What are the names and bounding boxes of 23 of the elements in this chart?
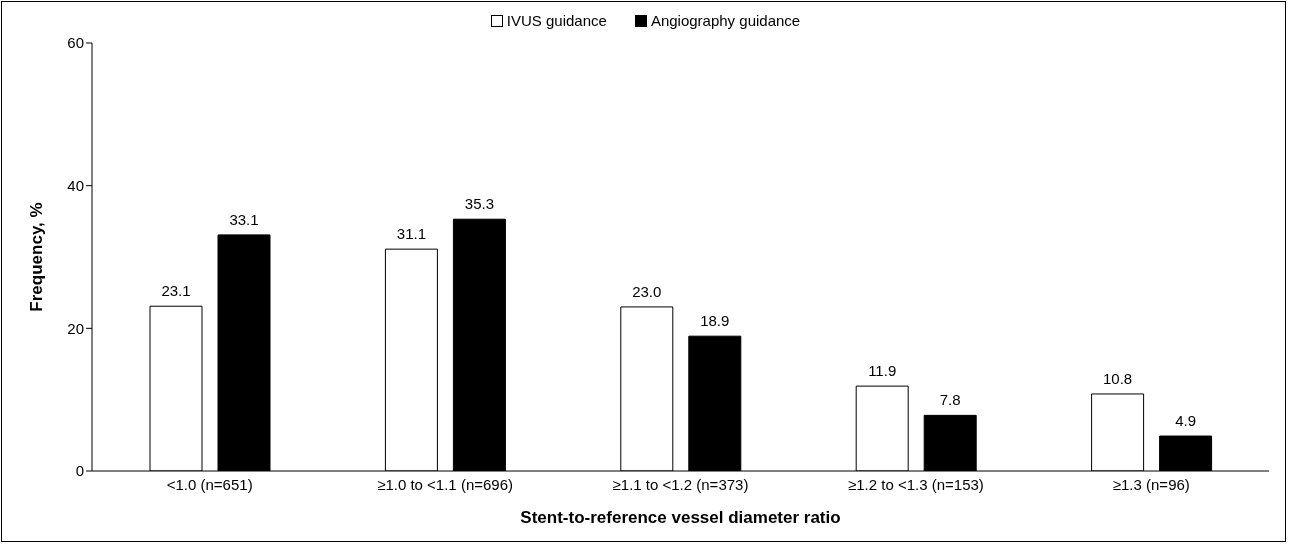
x-axis-title: Stent-to-reference vessel diameter ratio: [520, 508, 841, 527]
y-tick-label: 0: [75, 462, 84, 480]
legend-label: Angiography guidance: [650, 12, 801, 29]
legend-label: IVUS guidance: [506, 12, 607, 29]
data-label: 23.0: [632, 282, 662, 300]
data-label: 23.1: [161, 282, 191, 300]
x-tick-label: ≥1.0 to <1.1 (n=696): [377, 475, 514, 493]
y-tick-label: 20: [67, 319, 84, 337]
data-label: 18.9: [700, 312, 730, 330]
y-tick-label: 60: [67, 34, 84, 52]
x-tick-label: <1.0 (n=651): [166, 475, 253, 493]
x-tick-label: ≥1.1 to <1.2 (n=373): [612, 475, 749, 493]
y-axis-title: Frequency, %: [27, 202, 47, 312]
data-label: 10.8: [1103, 369, 1133, 387]
x-tick-label: ≥1.3 (n=96): [1112, 475, 1190, 493]
data-label: 7.8: [939, 391, 961, 409]
data-label: 35.3: [464, 195, 494, 213]
data-label: 31.1: [396, 225, 426, 243]
y-tick-label: 40: [67, 176, 84, 194]
data-label: 33.1: [229, 210, 259, 228]
data-label: 4.9: [1175, 412, 1197, 430]
data-label: 11.9: [868, 362, 897, 380]
x-tick-label: ≥1.2 to <1.3 (n=153): [847, 475, 984, 493]
